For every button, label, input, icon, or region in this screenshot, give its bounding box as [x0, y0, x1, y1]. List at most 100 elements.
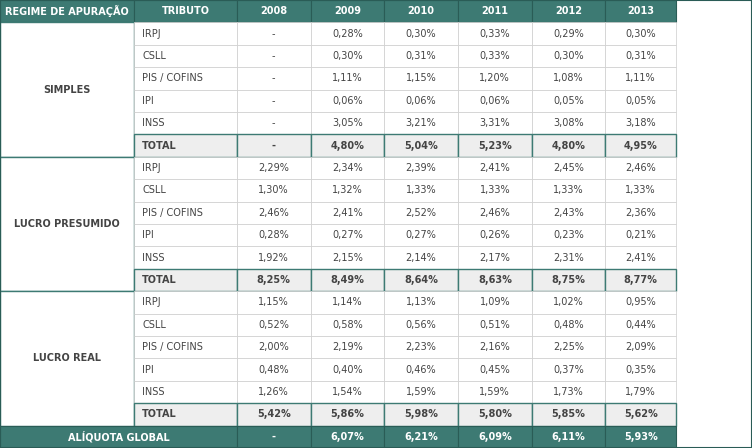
Text: 2,52%: 2,52% [405, 208, 437, 218]
Bar [0, 291, 134, 426]
Text: 0,52%: 0,52% [258, 320, 290, 330]
Text: IRPJ: IRPJ [142, 163, 161, 173]
Text: 2,23%: 2,23% [405, 342, 437, 352]
Bar [134, 291, 237, 314]
Bar [134, 157, 237, 179]
Text: LUCRO PRESUMIDO: LUCRO PRESUMIDO [14, 219, 120, 229]
Text: 6,07%: 6,07% [331, 432, 364, 442]
Bar [458, 0, 532, 22]
Bar [384, 134, 458, 157]
Bar [384, 67, 458, 90]
Bar [384, 336, 458, 358]
Bar [311, 291, 384, 314]
Text: 4,80%: 4,80% [330, 141, 365, 151]
Text: 0,27%: 0,27% [405, 230, 437, 240]
Text: 2,46%: 2,46% [626, 163, 656, 173]
Text: 0,51%: 0,51% [480, 320, 510, 330]
Bar [458, 134, 532, 157]
Bar [384, 269, 458, 291]
Text: 1,11%: 1,11% [332, 73, 362, 83]
Text: REGIME DE APURAÇÃO: REGIME DE APURAÇÃO [5, 5, 129, 17]
Bar [311, 426, 384, 448]
Text: IRPJ: IRPJ [142, 29, 161, 39]
Text: 5,80%: 5,80% [478, 409, 512, 419]
Bar [458, 269, 532, 291]
Bar [134, 269, 237, 291]
Text: 8,25%: 8,25% [256, 275, 291, 285]
Text: -: - [272, 29, 275, 39]
Bar [0, 22, 134, 157]
Bar [134, 134, 237, 157]
Bar [605, 403, 676, 426]
Bar [384, 90, 458, 112]
Bar [384, 112, 458, 134]
Text: 5,93%: 5,93% [624, 432, 657, 442]
Bar [458, 157, 532, 179]
Bar [605, 157, 676, 179]
Text: 1,32%: 1,32% [332, 185, 362, 195]
Text: 1,09%: 1,09% [480, 297, 510, 307]
Text: 8,75%: 8,75% [551, 275, 586, 285]
Bar [458, 112, 532, 134]
Bar [237, 0, 311, 22]
Bar [237, 224, 311, 246]
Text: 0,44%: 0,44% [626, 320, 656, 330]
Bar [384, 45, 458, 67]
Text: 0,30%: 0,30% [406, 29, 436, 39]
Text: 6,11%: 6,11% [552, 432, 585, 442]
Bar [0, 157, 134, 291]
Text: IPI: IPI [142, 230, 154, 240]
Text: 1,73%: 1,73% [553, 387, 584, 397]
Text: 0,30%: 0,30% [626, 29, 656, 39]
Bar [311, 246, 384, 269]
Bar [532, 179, 605, 202]
Bar [605, 202, 676, 224]
Bar [532, 157, 605, 179]
Text: 0,40%: 0,40% [332, 365, 362, 375]
Bar [311, 134, 384, 157]
Text: 2009: 2009 [334, 6, 361, 16]
Text: TOTAL: TOTAL [142, 409, 177, 419]
Text: 1,13%: 1,13% [406, 297, 436, 307]
Bar [311, 336, 384, 358]
Bar [237, 291, 311, 314]
Bar [532, 269, 605, 291]
Bar [605, 45, 676, 67]
Text: 2,25%: 2,25% [553, 342, 584, 352]
Text: 2,14%: 2,14% [406, 253, 436, 263]
Text: PIS / COFINS: PIS / COFINS [142, 208, 203, 218]
Text: ALÍQUOTA GLOBAL: ALÍQUOTA GLOBAL [68, 431, 169, 443]
Bar [384, 314, 458, 336]
Bar [605, 90, 676, 112]
Bar [605, 179, 676, 202]
Text: 0,33%: 0,33% [480, 51, 510, 61]
Bar [311, 314, 384, 336]
Text: 0,27%: 0,27% [332, 230, 363, 240]
Text: IRPJ: IRPJ [142, 297, 161, 307]
Bar [311, 67, 384, 90]
Text: 4,80%: 4,80% [551, 141, 586, 151]
Text: 2,39%: 2,39% [406, 163, 436, 173]
Bar [237, 426, 311, 448]
Bar [237, 381, 311, 403]
Text: CSLL: CSLL [142, 185, 166, 195]
Text: 1,33%: 1,33% [626, 185, 656, 195]
Text: 2,00%: 2,00% [259, 342, 289, 352]
Bar [237, 202, 311, 224]
Text: 8,77%: 8,77% [623, 275, 658, 285]
Text: 2,31%: 2,31% [553, 253, 584, 263]
Text: 3,31%: 3,31% [480, 118, 510, 128]
Bar [134, 112, 237, 134]
Bar [605, 134, 676, 157]
Bar [532, 336, 605, 358]
Bar [384, 224, 458, 246]
Text: TOTAL: TOTAL [142, 275, 177, 285]
Text: 0,28%: 0,28% [259, 230, 289, 240]
Bar [458, 90, 532, 112]
Bar [384, 291, 458, 314]
Bar [532, 22, 605, 45]
Bar [134, 381, 237, 403]
Text: 0,23%: 0,23% [553, 230, 584, 240]
Bar [311, 269, 384, 291]
Bar [237, 112, 311, 134]
